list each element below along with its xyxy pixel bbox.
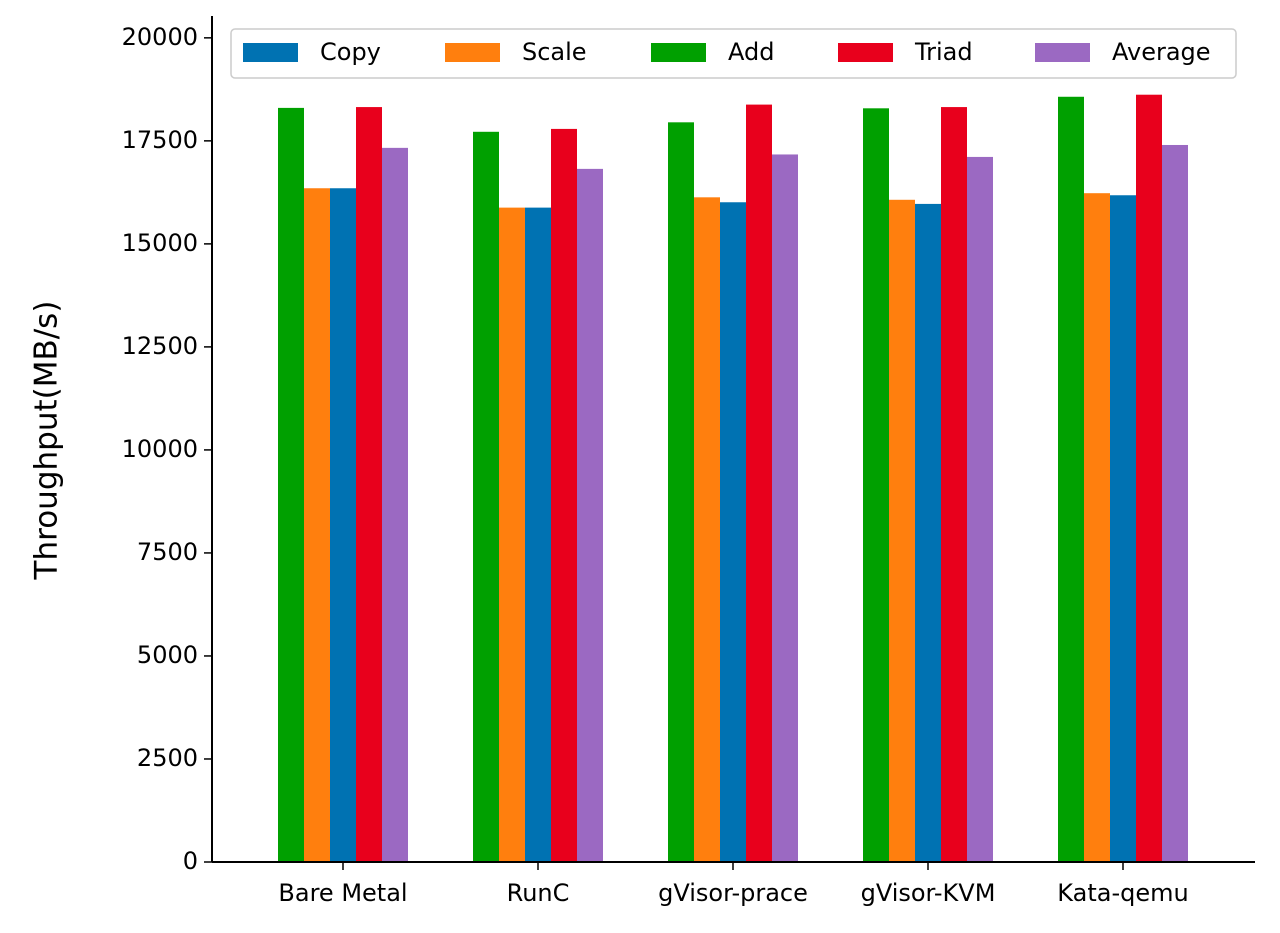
legend-label: Add <box>728 38 774 66</box>
bar <box>694 197 720 862</box>
bar <box>915 203 941 862</box>
bar <box>382 147 408 862</box>
y-tick-label: 15000 <box>122 229 198 257</box>
y-tick-label: 12500 <box>122 332 198 360</box>
y-tick-label: 20000 <box>122 23 198 51</box>
y-tick-label: 5000 <box>137 641 198 669</box>
legend-box <box>230 28 1237 79</box>
legend-swatch <box>651 43 706 62</box>
bar <box>499 207 525 863</box>
x-tick-label: Bare Metal <box>278 879 407 907</box>
bar <box>304 188 330 862</box>
legend-swatch <box>1035 43 1090 62</box>
legend-label: Scale <box>522 38 587 66</box>
bar <box>551 128 577 862</box>
x-tick-label: RunC <box>507 879 570 907</box>
legend-label: Average <box>1112 38 1211 66</box>
y-tick-label: 0 <box>183 847 198 875</box>
bar <box>577 168 603 862</box>
bar <box>863 108 889 862</box>
y-tick-label: 7500 <box>137 538 198 566</box>
x-tick-label: gVisor-KVM <box>861 879 996 907</box>
bar <box>720 202 746 862</box>
bar <box>772 154 798 862</box>
bar <box>1084 193 1110 863</box>
legend-label: Triad <box>914 38 973 66</box>
y-tick-label: 10000 <box>122 435 198 463</box>
bar <box>967 156 993 862</box>
bar <box>1110 195 1136 862</box>
y-tick-label: 2500 <box>137 744 198 772</box>
bar <box>330 188 356 862</box>
x-tick-label: Kata-qemu <box>1057 879 1188 907</box>
legend-swatch <box>445 43 500 62</box>
bar <box>668 122 694 863</box>
bar <box>941 107 967 863</box>
bar <box>746 104 772 863</box>
bar <box>278 107 304 863</box>
bar <box>1136 94 1162 862</box>
x-tick-label: gVisor-prace <box>658 879 808 907</box>
legend-swatch <box>243 43 298 62</box>
legend-label: Copy <box>320 38 381 66</box>
bar <box>356 107 382 863</box>
y-axis-label: Throughput(MB/s) <box>29 301 65 581</box>
legend-swatch <box>838 43 893 62</box>
bar <box>1162 144 1188 862</box>
bar <box>525 207 551 863</box>
bar <box>1058 96 1084 863</box>
bar <box>889 199 915 863</box>
y-tick-label: 17500 <box>122 126 198 154</box>
bar <box>473 131 499 863</box>
